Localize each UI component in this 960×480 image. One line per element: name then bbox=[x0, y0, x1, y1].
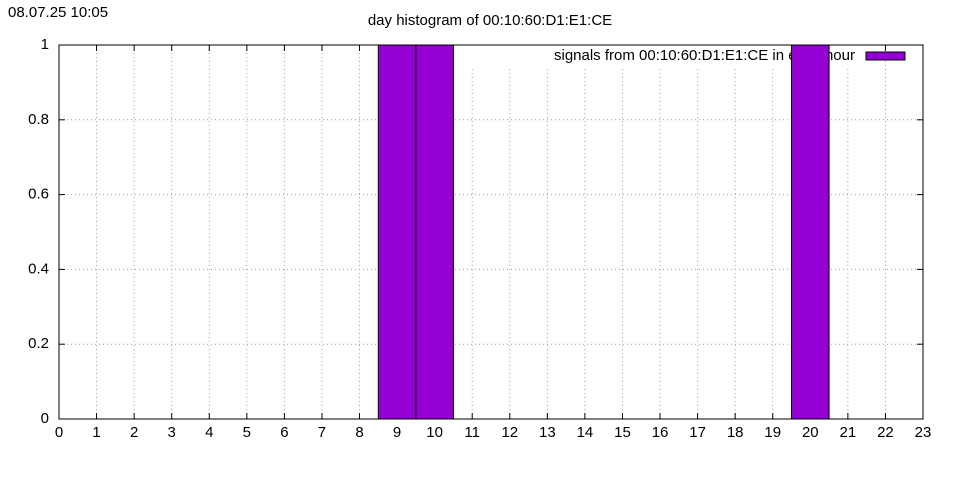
x-tick-label: 14 bbox=[577, 424, 594, 441]
bar bbox=[415, 44, 454, 420]
x-tick-label: 5 bbox=[243, 424, 251, 441]
x-tick-label: 19 bbox=[764, 424, 781, 441]
x-tick-label: 22 bbox=[877, 424, 894, 441]
y-tick-label: 0.8 bbox=[28, 111, 49, 128]
bar bbox=[377, 44, 417, 420]
y-tick-label: 1 bbox=[41, 36, 49, 53]
x-tick-label: 8 bbox=[355, 424, 363, 441]
x-tick-label: 9 bbox=[393, 424, 401, 441]
plot-border bbox=[58, 44, 924, 420]
x-tick-label: 1 bbox=[92, 424, 100, 441]
x-tick-label: 7 bbox=[318, 424, 326, 441]
x-tick-label: 11 bbox=[464, 424, 480, 441]
x-tick-label: 12 bbox=[501, 424, 518, 441]
x-tick-label: 4 bbox=[205, 424, 213, 441]
y-tick-label: 0.6 bbox=[28, 186, 49, 203]
y-tick-label: 0 bbox=[41, 410, 49, 427]
x-tick-label: 18 bbox=[727, 424, 744, 441]
x-tick-label: 17 bbox=[689, 424, 706, 441]
x-tick-label: 20 bbox=[802, 424, 819, 441]
x-tick-label: 6 bbox=[280, 424, 288, 441]
y-tick-label: 0.4 bbox=[28, 260, 49, 277]
x-tick-label: 0 bbox=[55, 424, 63, 441]
x-tick-label: 15 bbox=[614, 424, 631, 441]
x-tick-label: 2 bbox=[130, 424, 138, 441]
x-tick-label: 16 bbox=[652, 424, 669, 441]
x-tick-label: 23 bbox=[915, 424, 932, 441]
x-tick-label: 21 bbox=[840, 424, 857, 441]
chart-title: day histogram of 00:10:60:D1:E1:CE bbox=[368, 12, 612, 29]
legend-background bbox=[455, 45, 860, 67]
x-tick-label: 3 bbox=[168, 424, 176, 441]
legend-swatch bbox=[865, 51, 906, 61]
y-tick-label: 0.2 bbox=[28, 335, 49, 352]
legend-label: signals from 00:10:60:D1:E1:CE in each h… bbox=[554, 47, 855, 64]
timestamp: 08.07.25 10:05 bbox=[8, 4, 108, 21]
x-tick-label: 10 bbox=[426, 424, 443, 441]
x-tick-label: 13 bbox=[539, 424, 556, 441]
bar bbox=[791, 44, 830, 420]
